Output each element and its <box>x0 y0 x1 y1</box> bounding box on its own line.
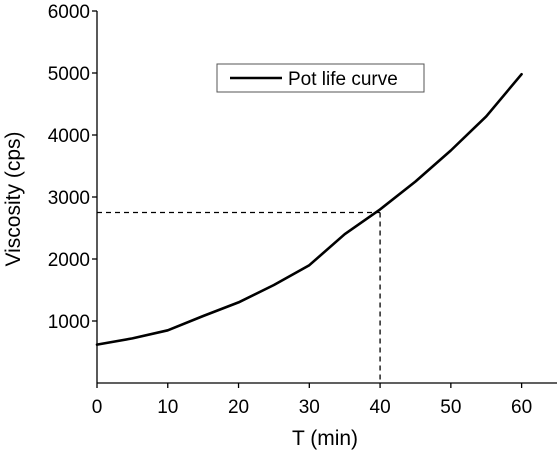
reference-lines <box>97 211 381 383</box>
x-tick-label: 0 <box>92 397 103 418</box>
legend: Pot life curve <box>216 63 425 93</box>
x-tick-label: 50 <box>440 397 461 418</box>
x-axis-label: T (min) <box>292 427 358 450</box>
legend-label: Pot life curve <box>288 69 398 90</box>
y-tick-label: 3000 <box>48 188 90 209</box>
x-tick-label: 60 <box>511 397 532 418</box>
y-tick-label: 5000 <box>48 64 90 85</box>
y-tick-label: 1000 <box>48 312 90 333</box>
series-line-pot-life-curve <box>95 72 523 346</box>
y-tick-label: 2000 <box>48 250 90 271</box>
x-tick-label: 40 <box>370 397 391 418</box>
x-tick-label: 30 <box>299 397 320 418</box>
y-axis-label: Viscosity (cps) <box>2 132 25 267</box>
y-ticks: 1000 2000 3000 4000 5000 6000 <box>48 2 97 333</box>
series-group <box>95 72 523 346</box>
x-tick-label: 10 <box>157 397 178 418</box>
x-tick-label: 20 <box>228 397 249 418</box>
x-ticks: 0 10 20 30 40 50 60 <box>92 383 532 418</box>
y-tick-label: 6000 <box>48 2 90 23</box>
y-tick-label: 4000 <box>48 126 90 147</box>
